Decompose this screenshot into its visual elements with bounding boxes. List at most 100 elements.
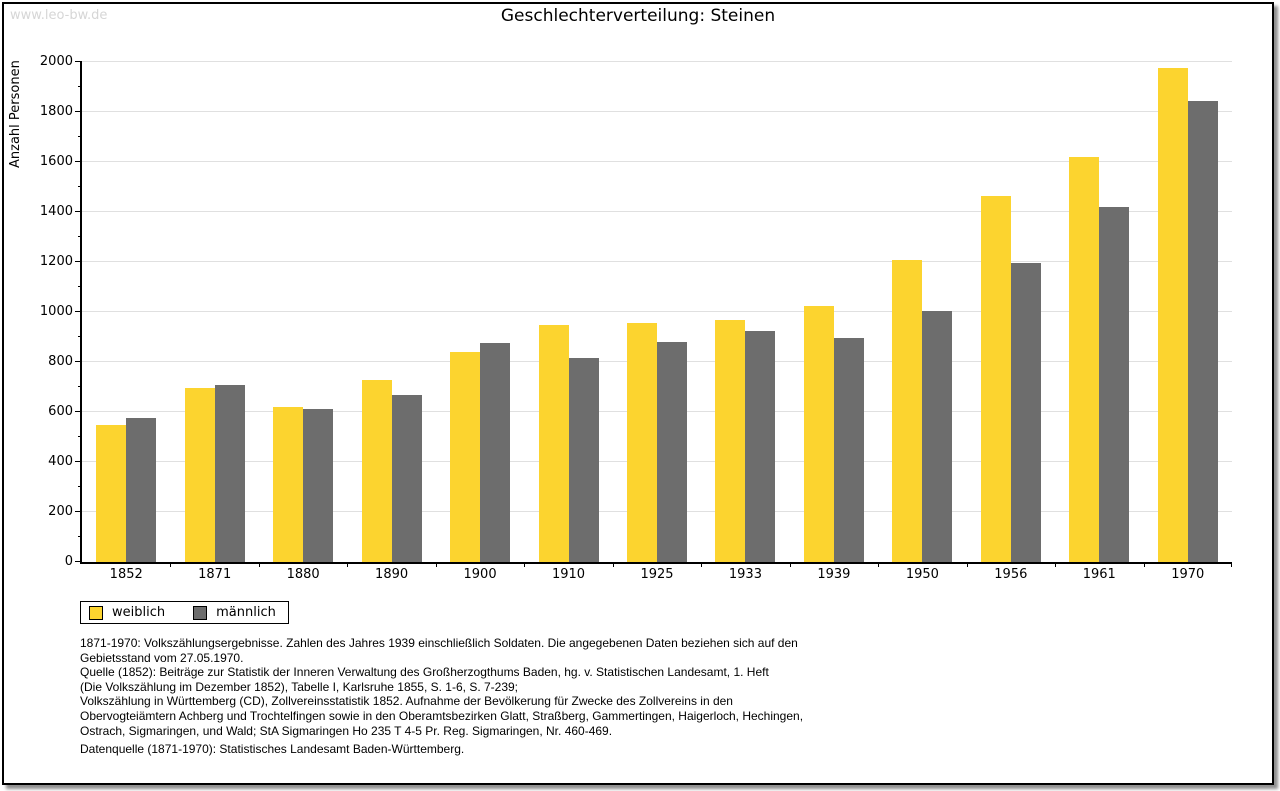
legend-box: weiblich männlich xyxy=(80,601,289,624)
bar-group: 1933 xyxy=(701,62,789,582)
legend-label-weiblich: weiblich xyxy=(112,605,166,620)
gridline xyxy=(82,111,1232,112)
bar-maennlich xyxy=(480,343,511,562)
bar-weiblich xyxy=(361,379,392,562)
x-tick-label: 1925 xyxy=(640,567,674,582)
plot-area: 0 200 400 600 800 1000 1200 1400 1600 1800 2000 185… xyxy=(40,55,1232,582)
source-note-line: (Die Volkszählung im Dezember 1852), Tab… xyxy=(80,679,519,694)
x-axis-tick xyxy=(789,562,791,567)
bar-maennlich xyxy=(568,358,599,562)
y-tick-label: 2000 xyxy=(39,54,73,69)
bar-group: 1852 xyxy=(82,62,170,582)
gridline xyxy=(82,61,1232,62)
bar-maennlich xyxy=(1010,263,1041,562)
bar-weiblich xyxy=(273,407,304,562)
bar-weiblich xyxy=(184,388,215,562)
x-axis-tick xyxy=(966,562,968,567)
bar-weiblich xyxy=(980,195,1011,562)
y-tick-label: 200 xyxy=(48,504,73,519)
x-tick-label: 1890 xyxy=(375,567,409,582)
bar-maennlich xyxy=(922,310,953,562)
bar-weiblich xyxy=(450,352,481,562)
bar-weiblich xyxy=(1157,68,1188,562)
chart-title: Geschlechterverteilung: Steinen xyxy=(500,6,776,26)
y-axis-major-tick xyxy=(75,511,82,512)
bar-weiblich xyxy=(626,323,657,562)
bar-maennlich xyxy=(126,418,157,562)
x-axis-tick xyxy=(878,562,880,567)
legend-label-maennlich: männlich xyxy=(216,605,276,620)
gridline xyxy=(82,211,1232,212)
bar-weiblich xyxy=(96,424,127,562)
bar-maennlich xyxy=(1187,100,1218,562)
bar-weiblich xyxy=(715,319,746,562)
y-tick-label: 1000 xyxy=(39,304,73,319)
y-axis-major-tick xyxy=(75,411,82,412)
legend-item-maennlich: männlich xyxy=(193,605,276,620)
bar-group: 1880 xyxy=(259,62,347,582)
y-axis-major-tick xyxy=(75,161,82,162)
y-axis-major-tick xyxy=(75,261,82,262)
y-axis-major-tick xyxy=(75,361,82,362)
x-tick-label: 1910 xyxy=(551,567,586,582)
bar-weiblich xyxy=(803,305,834,562)
bar-group: 1939 xyxy=(790,62,878,582)
bar-group: 1961 xyxy=(1055,62,1143,582)
y-tick-label: 0 xyxy=(64,554,73,569)
x-tick-label: 1970 xyxy=(1171,567,1205,582)
x-tick-label: 1880 xyxy=(286,567,320,582)
y-axis-minor-tick xyxy=(78,136,82,137)
y-tick-label: 800 xyxy=(48,354,73,369)
bar-group: 1910 xyxy=(524,62,612,582)
x-tick-label: 1933 xyxy=(728,567,762,582)
source-note-line: Gebietsstand vom 27.05.1970. xyxy=(80,650,244,665)
x-axis-tick xyxy=(435,562,437,567)
y-axis-minor-tick xyxy=(78,436,82,437)
gridline xyxy=(82,311,1232,312)
bar-weiblich xyxy=(538,324,569,562)
source-note-line: Obervogteiämtern Achberg und Trochtelfin… xyxy=(80,708,804,723)
x-axis-tick xyxy=(612,562,614,567)
x-axis-tick xyxy=(1143,562,1145,567)
x-tick-label: 1961 xyxy=(1082,567,1116,582)
y-axis-minor-tick xyxy=(78,236,82,237)
legend-swatch-maennlich xyxy=(193,605,208,620)
y-axis-major-tick xyxy=(75,61,82,62)
x-tick-label: 1956 xyxy=(994,567,1028,582)
y-axis-major-tick xyxy=(75,461,82,462)
source-note-line: Volkszählung in Württemberg (CD), Zollve… xyxy=(80,694,733,709)
bar-group: 1900 xyxy=(436,62,524,582)
bar-group: 1871 xyxy=(170,62,258,582)
y-axis-minor-tick xyxy=(78,86,82,87)
bar-maennlich xyxy=(745,330,776,562)
bar-group: 1950 xyxy=(878,62,966,582)
y-axis-minor-tick xyxy=(78,536,82,537)
x-axis-tick xyxy=(1231,562,1232,567)
gridline xyxy=(82,261,1232,262)
bar-group: 1970 xyxy=(1144,62,1232,582)
x-axis-tick xyxy=(524,562,526,567)
y-tick-label: 400 xyxy=(48,454,73,469)
x-tick-label: 1939 xyxy=(817,567,851,582)
bar-group: 1956 xyxy=(967,62,1055,582)
x-axis-tick xyxy=(170,562,172,567)
source-note-line: Quelle (1852): Beiträge zur Statistik de… xyxy=(80,665,769,680)
y-tick-label: 600 xyxy=(48,404,73,419)
legend-item-weiblich: weiblich xyxy=(89,605,165,620)
y-axis-major-tick xyxy=(75,111,82,112)
y-axis-minor-tick xyxy=(78,486,82,487)
gridline xyxy=(82,161,1232,162)
bar-maennlich xyxy=(833,338,864,562)
bar-group: 1925 xyxy=(613,62,701,582)
bar-maennlich xyxy=(303,408,334,562)
x-axis-tick xyxy=(701,562,703,567)
bar-maennlich xyxy=(1099,207,1130,562)
bar-maennlich xyxy=(656,342,687,562)
x-tick-label: 1950 xyxy=(905,567,939,582)
y-tick-label: 1600 xyxy=(39,154,73,169)
y-axis-label: Anzahl Personen xyxy=(8,60,23,168)
datasource-note: Datenquelle (1871-1970): Statistisches L… xyxy=(80,742,465,756)
y-tick-label: 1200 xyxy=(39,254,73,269)
y-axis-minor-tick xyxy=(78,336,82,337)
